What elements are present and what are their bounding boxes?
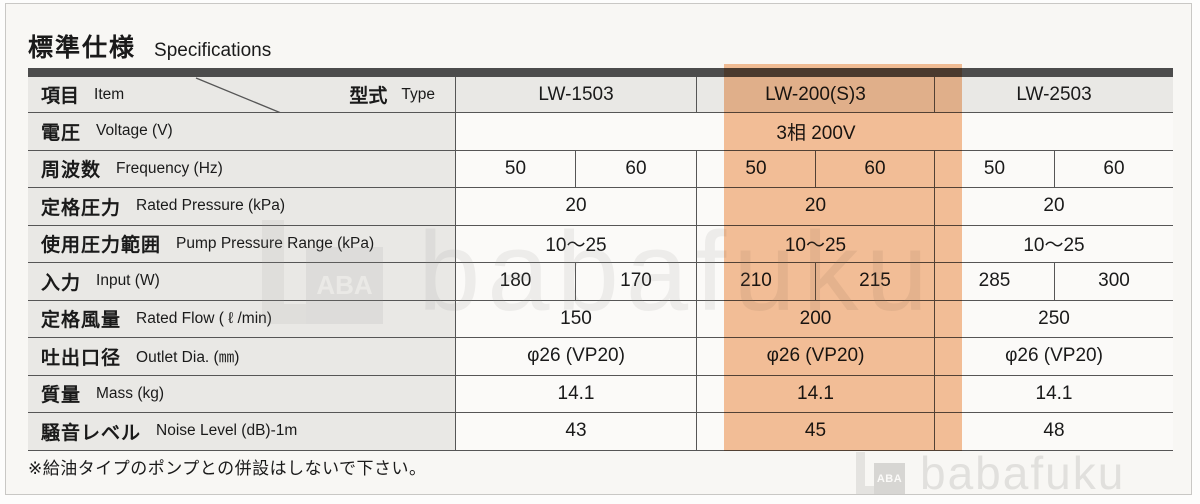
- frequency-lw2503-50: 50: [934, 150, 1054, 188]
- header-type-label: 型式 Type: [349, 77, 435, 112]
- input-lw1503-60: 170: [575, 263, 696, 301]
- row-label-frequency: 周波数 Frequency (Hz): [28, 150, 455, 188]
- noise-level-lw2503: 48: [934, 413, 1173, 451]
- row-label-input-en: Input (W): [96, 272, 160, 290]
- column-header-lw200s3: LW-200(S)3: [696, 77, 934, 113]
- row-label-rated-flow-jp: 定格風量: [41, 310, 122, 332]
- page-title-en: Specifications: [154, 40, 272, 61]
- row-label-noise-level: 騒音レベル Noise Level (dB)-1m: [28, 413, 455, 451]
- rated-flow-lw200s3: 200: [696, 300, 934, 338]
- row-label-pressure-range-jp: 使用圧力範囲: [41, 235, 162, 257]
- header-diagonal-line: [195, 77, 282, 113]
- row-label-voltage-jp: 電圧: [41, 122, 82, 144]
- input-lw2503-50: 285: [934, 263, 1054, 301]
- pressure-range-lw1503: 10〜25: [455, 225, 696, 263]
- page-title: 標準仕様 Specifications: [28, 28, 271, 64]
- table-grid: 項目 Item 型式 Type LW-1503 LW-200(S)3 LW-25…: [28, 77, 1173, 451]
- pressure-range-lw200s3: 10〜25: [696, 225, 934, 263]
- row-label-input-jp: 入力: [41, 272, 82, 294]
- row-label-rated-pressure-jp: 定格圧力: [41, 197, 122, 219]
- row-label-voltage: 電圧 Voltage (V): [28, 113, 455, 151]
- rated-flow-lw2503: 250: [934, 300, 1173, 338]
- row-label-voltage-en: Voltage (V): [96, 122, 173, 140]
- row-label-outlet-dia-en: Outlet Dia. (㎜): [136, 349, 240, 367]
- column-header-lw1503: LW-1503: [455, 77, 696, 113]
- row-label-rated-flow: 定格風量 Rated Flow ( ℓ /min): [28, 300, 455, 338]
- header-item-jp: 項目: [41, 86, 80, 107]
- footnote-text: ※給油タイプのポンプとの併設はしないで下さい。: [28, 459, 427, 478]
- row-label-mass-en: Mass (kg): [96, 384, 165, 402]
- mass-lw200s3: 14.1: [696, 375, 934, 413]
- input-lw200s3-50: 210: [696, 263, 815, 301]
- row-label-input: 入力 Input (W): [28, 263, 455, 301]
- row-label-outlet-dia-jp: 吐出口径: [41, 347, 122, 369]
- outlet-dia-lw200s3: φ26 (VP20): [696, 338, 934, 376]
- table-top-bar: [28, 68, 1173, 77]
- input-lw1503-50: 180: [455, 263, 575, 301]
- header-type-en: Type: [401, 85, 435, 103]
- frequency-lw200s3-60: 60: [815, 150, 934, 188]
- row-label-rated-pressure: 定格圧力 Rated Pressure (kPa): [28, 188, 455, 226]
- rated-flow-lw1503: 150: [455, 300, 696, 338]
- input-lw200s3-60: 215: [815, 263, 934, 301]
- page-title-jp: 標準仕様: [28, 34, 137, 62]
- row-label-pressure-range-en: Pump Pressure Range (kPa): [176, 234, 375, 252]
- row-label-noise-level-jp: 騒音レベル: [41, 422, 142, 444]
- row-label-mass: 質量 Mass (kg): [28, 375, 455, 413]
- header-item-label: 項目 Item: [41, 77, 124, 112]
- rated-pressure-lw2503: 20: [934, 188, 1173, 226]
- noise-level-lw200s3: 45: [696, 413, 934, 451]
- row-label-noise-level-en: Noise Level (dB)-1m: [156, 422, 298, 440]
- outlet-dia-lw2503: φ26 (VP20): [934, 338, 1173, 376]
- row-label-outlet-dia: 吐出口径 Outlet Dia. (㎜): [28, 338, 455, 376]
- noise-level-lw1503: 43: [455, 413, 696, 451]
- column-header-lw2503: LW-2503: [934, 77, 1173, 113]
- rated-pressure-lw200s3: 20: [696, 188, 934, 226]
- frequency-lw1503-50: 50: [455, 150, 575, 188]
- input-lw2503-60: 300: [1054, 263, 1173, 301]
- frequency-lw2503-60: 60: [1054, 150, 1173, 188]
- voltage-value-cell: 3相 200V: [455, 113, 1173, 151]
- rated-pressure-lw1503: 20: [455, 188, 696, 226]
- outlet-dia-lw1503: φ26 (VP20): [455, 338, 696, 376]
- voltage-value: 3相 200V: [776, 122, 856, 144]
- row-label-rated-flow-en: Rated Flow ( ℓ /min): [136, 309, 272, 327]
- row-label-frequency-jp: 周波数: [41, 160, 102, 182]
- mass-lw2503: 14.1: [934, 375, 1173, 413]
- header-type-jp: 型式: [349, 86, 388, 107]
- pressure-range-lw2503: 10〜25: [934, 225, 1173, 263]
- frequency-lw200s3-50: 50: [696, 150, 815, 188]
- specifications-table: 項目 Item 型式 Type LW-1503 LW-200(S)3 LW-25…: [28, 68, 1173, 451]
- row-label-rated-pressure-en: Rated Pressure (kPa): [136, 197, 286, 215]
- header-item-type-cell: 項目 Item 型式 Type: [28, 77, 455, 113]
- frequency-lw1503-60: 60: [575, 150, 696, 188]
- mass-lw1503: 14.1: [455, 375, 696, 413]
- row-label-mass-jp: 質量: [41, 385, 82, 407]
- row-label-pressure-range: 使用圧力範囲 Pump Pressure Range (kPa): [28, 225, 455, 263]
- header-item-en: Item: [94, 85, 125, 103]
- row-label-frequency-en: Frequency (Hz): [116, 159, 223, 177]
